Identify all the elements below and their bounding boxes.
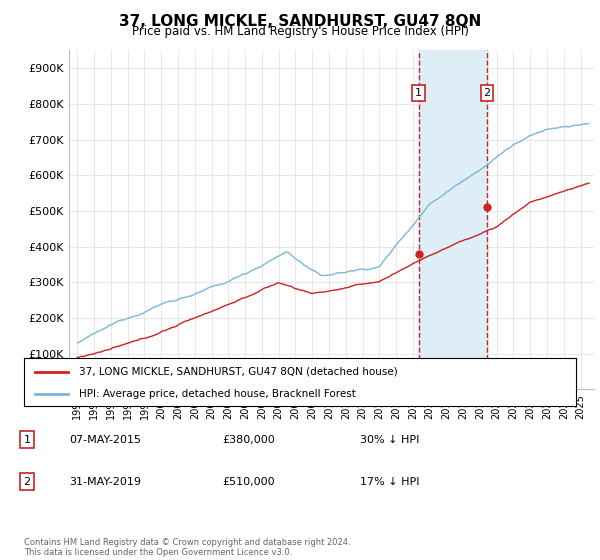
Text: 1: 1 — [415, 88, 422, 98]
Text: 37, LONG MICKLE, SANDHURST, GU47 8QN (detached house): 37, LONG MICKLE, SANDHURST, GU47 8QN (de… — [79, 367, 398, 377]
Text: £380,000: £380,000 — [222, 435, 275, 445]
Text: Contains HM Land Registry data © Crown copyright and database right 2024.
This d: Contains HM Land Registry data © Crown c… — [24, 538, 350, 557]
Bar — [419, 50, 487, 389]
Text: 30% ↓ HPI: 30% ↓ HPI — [360, 435, 419, 445]
Text: Price paid vs. HM Land Registry's House Price Index (HPI): Price paid vs. HM Land Registry's House … — [131, 25, 469, 38]
Text: 31-MAY-2019: 31-MAY-2019 — [69, 477, 141, 487]
Text: 07-MAY-2015: 07-MAY-2015 — [69, 435, 141, 445]
Text: HPI: Average price, detached house, Bracknell Forest: HPI: Average price, detached house, Brac… — [79, 389, 356, 399]
Text: 17% ↓ HPI: 17% ↓ HPI — [360, 477, 419, 487]
Text: 1: 1 — [23, 435, 31, 445]
Text: 2: 2 — [23, 477, 31, 487]
Text: £510,000: £510,000 — [222, 477, 275, 487]
Text: 2: 2 — [484, 88, 491, 98]
Text: 37, LONG MICKLE, SANDHURST, GU47 8QN: 37, LONG MICKLE, SANDHURST, GU47 8QN — [119, 14, 481, 29]
